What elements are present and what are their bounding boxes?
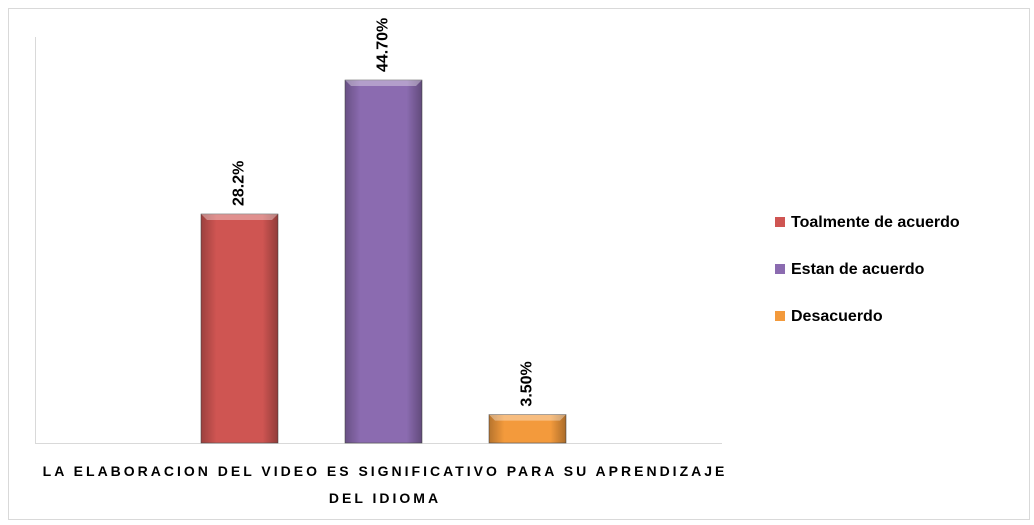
legend-swatch xyxy=(775,217,785,227)
value-label: 28.2% xyxy=(231,161,248,206)
bar-bevel xyxy=(489,414,566,421)
legend-swatch xyxy=(775,311,785,321)
bar-shade xyxy=(489,414,566,443)
legend-label: Estan de acuerdo xyxy=(791,261,925,278)
bar-shade xyxy=(345,80,422,443)
legend-label: Desacuerdo xyxy=(791,308,883,325)
legend-label: Toalmente de acuerdo xyxy=(791,214,960,231)
legend-swatch xyxy=(775,264,785,274)
value-label: 44.70% xyxy=(375,18,392,72)
value-label: 3.50% xyxy=(519,361,536,406)
bar-bevel xyxy=(345,80,422,87)
bar-bevel xyxy=(201,214,278,221)
category-label: LA ELABORACION DEL VIDEO ES SIGNIFICATIV… xyxy=(42,463,728,506)
bar-shade xyxy=(201,214,278,443)
